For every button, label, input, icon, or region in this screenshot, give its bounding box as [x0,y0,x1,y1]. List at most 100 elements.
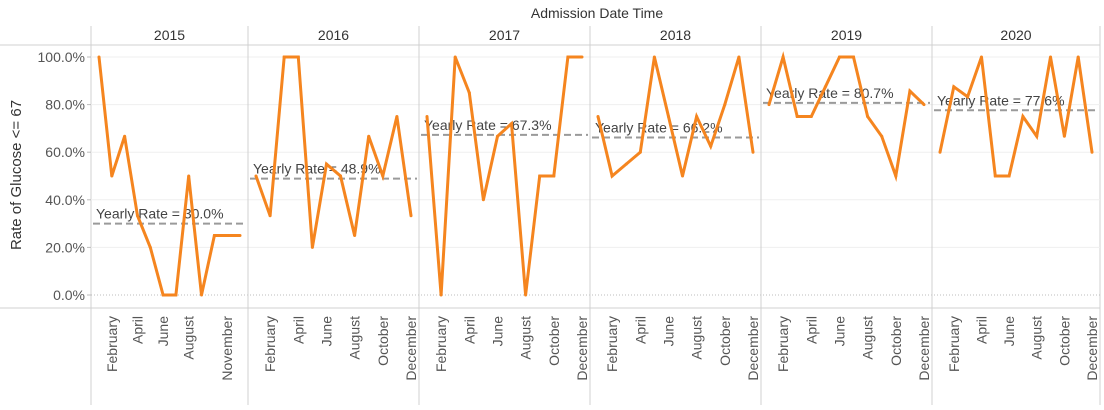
data-point [666,115,670,118]
panel-year-label: 2018 [660,27,691,43]
data-point [610,174,614,178]
y-axis: 0.0% 20.0% 40.0% 60.0% 80.0% 100.0% [38,49,1100,303]
series-line [938,56,1094,178]
x-tick-label: December [916,316,932,381]
data-point [1021,115,1025,118]
x-tick-label: December [745,316,761,381]
x-tick-label: August [860,316,876,360]
data-point [652,55,656,59]
data-point [823,85,827,89]
x-tick-label: April [290,316,306,344]
panel-year-label: 2016 [318,27,349,43]
data-point [767,103,771,107]
x-tick-label: April [632,316,648,344]
data-point [596,115,600,118]
x-tick-label: February [775,316,791,372]
data-point [852,55,856,59]
series-line [767,51,926,182]
column-header-title: Admission Date Time [531,5,663,21]
data-point [1062,134,1066,138]
data-point [381,174,385,178]
x-tick-label: August [689,316,705,360]
x-tick-label: February [604,316,620,372]
data-point [966,95,970,99]
panel-2019: 2019 Yearly Rate = 80.7% February April June… [760,26,932,405]
data-point [751,150,755,154]
x-tick-label: August [181,316,197,360]
data-point [339,174,343,178]
data-point [123,134,127,138]
data-point [624,162,628,166]
data-point [681,174,685,178]
data-point [1007,174,1011,178]
x-tick-label: April [461,316,477,344]
y-tick-label: 100.0% [38,49,85,65]
chart-frame [0,26,1101,405]
data-point [737,55,741,59]
y-tick-label: 80.0% [45,97,85,113]
panel-2017: 2017 Yearly Rate = 67.3% February April June… [418,26,590,405]
reference-label: Yearly Rate = 30.0% [96,206,224,222]
reference-label: Yearly Rate = 66.2% [595,119,723,135]
data-point [110,174,114,178]
data-point [837,55,841,59]
data-point [695,115,699,118]
x-tick-label: June [489,316,505,347]
data-point [1049,55,1053,59]
data-point [908,89,912,93]
data-point [200,293,204,297]
x-tick-label: November [219,316,235,381]
data-point [524,293,528,297]
data-point [580,55,584,59]
data-point [709,144,713,148]
x-tick-label: February [946,316,962,372]
x-tick-label: October [546,316,562,366]
x-tick-label: August [1029,316,1045,360]
data-point [1076,55,1080,59]
data-point [409,214,413,218]
y-tick-label: 0.0% [53,287,85,303]
data-point [1035,134,1039,138]
data-point [135,214,139,218]
data-point [952,85,956,89]
x-tick-label: April [973,316,989,344]
x-tick-label: June [1001,316,1017,347]
data-point [1090,150,1094,154]
x-tick-label: October [888,316,904,366]
reference-label: Yearly Rate = 48.9% [253,161,381,177]
series-line [596,56,755,179]
data-point [225,234,229,237]
data-point [439,293,443,297]
data-point [894,174,898,178]
data-point [425,115,429,118]
series-line [254,55,413,248]
panel-2018: 2018 Yearly Rate = 66.2% February April June… [589,26,761,405]
series-line [425,55,582,296]
data-point [866,115,870,118]
data-point [723,103,727,107]
data-point [979,55,983,59]
data-point [795,115,799,118]
data-point [367,134,371,138]
x-tick-label: August [347,316,363,360]
x-tick-label: February [104,316,120,372]
data-point [566,55,570,59]
data-point [938,150,942,154]
x-tick-label: December [574,316,590,381]
data-point [395,115,399,118]
panel-year-label: 2019 [831,27,862,43]
data-point [187,174,191,178]
data-point [254,174,258,178]
data-point [809,115,813,118]
data-point [538,174,542,178]
panel-year-label: 2017 [489,27,520,43]
data-point [781,55,785,59]
data-point [510,122,514,126]
x-tick-label: February [433,316,449,372]
data-point [495,134,499,138]
data-point [212,234,216,237]
data-point [161,293,165,297]
x-tick-label: October [1056,316,1072,366]
data-point [880,134,884,138]
